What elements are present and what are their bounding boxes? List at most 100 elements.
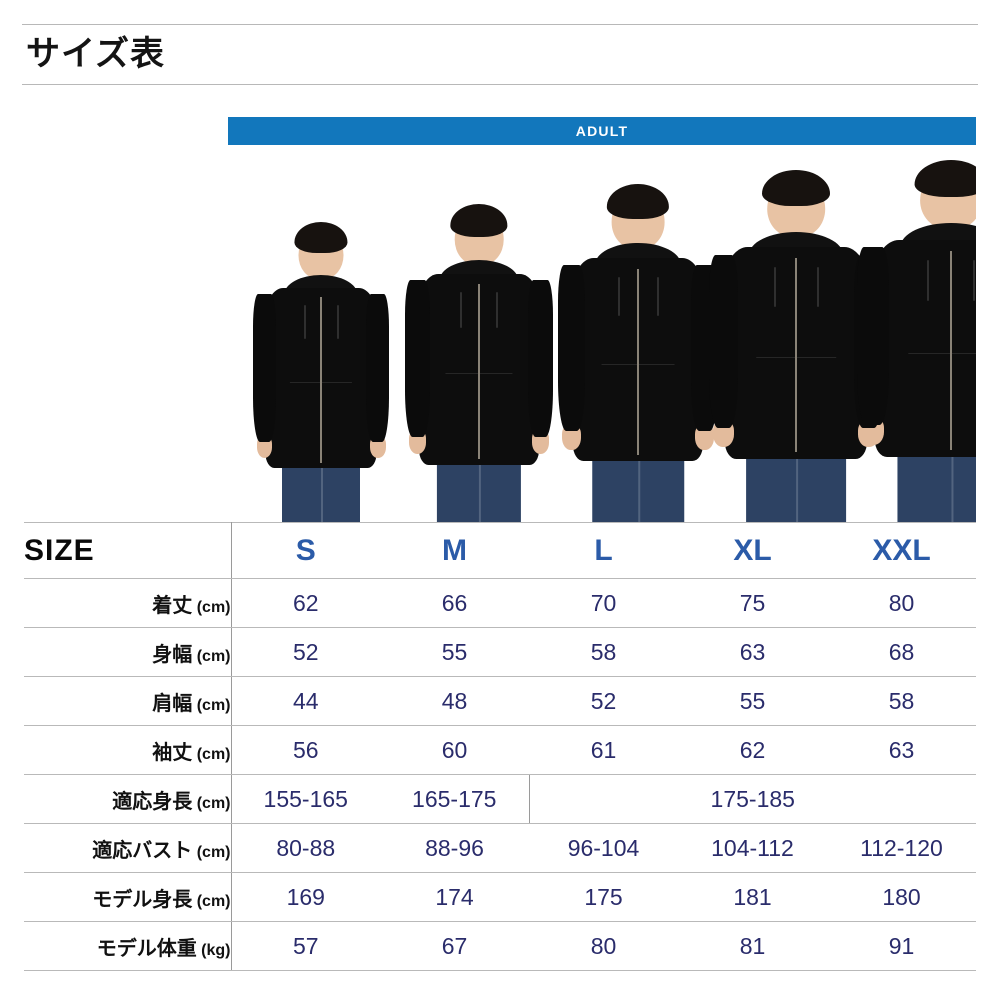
table-cell: 55 (380, 627, 529, 677)
row-label: 適応身長 (cm) (24, 774, 232, 824)
model-sleeve-left (405, 280, 431, 437)
row-label: モデル体重 (kg) (24, 921, 232, 971)
table-cell: 80 (529, 921, 678, 971)
table-cell: 48 (380, 676, 529, 726)
model-hoodie (874, 239, 976, 457)
model-drawstring-right (337, 304, 340, 339)
model-jeans (282, 459, 360, 522)
model-hair (450, 204, 508, 237)
page-title: サイズ表 (26, 35, 165, 73)
table-cell: 58 (827, 676, 976, 726)
model-hair (606, 184, 670, 219)
column-header-s: S (231, 522, 380, 579)
row-label: 適応バスト (cm) (24, 823, 232, 873)
table-cell: 175 (529, 872, 678, 922)
model-sleeve-left (252, 294, 276, 442)
model-drawstring-left (460, 291, 463, 329)
model-kangaroo-pocket (908, 352, 976, 401)
model-zipper (478, 283, 480, 459)
model-sleeve-right (366, 294, 390, 442)
model-photo-l (550, 184, 726, 522)
row-label: モデル身長 (cm) (24, 872, 232, 922)
model-drawstring-right (496, 291, 499, 329)
table-cell: 58 (529, 627, 678, 677)
table-cell: 155-165 (231, 774, 380, 824)
model-jeans (897, 446, 976, 522)
model-drawstring-left (303, 304, 306, 339)
model-jeans (746, 448, 846, 522)
table-cell: 180 (827, 872, 976, 922)
model-drawstring-right (816, 266, 819, 308)
table-cell: 175-185 (528, 774, 976, 824)
table-cell: 57 (231, 921, 380, 971)
model-drawstring-left (927, 259, 930, 302)
table-cell: 61 (529, 725, 678, 775)
row-label-unit: (cm) (192, 647, 231, 665)
row-label-unit: (cm) (192, 843, 231, 861)
table-cell: 81 (678, 921, 827, 971)
table-cell: 112-120 (827, 823, 976, 873)
model-photo-strip (228, 150, 976, 522)
model-sleeve-left (857, 246, 890, 425)
table-cell: 174 (380, 872, 529, 922)
table-cell: 181 (678, 872, 827, 922)
table-row: 袖丈 (cm) 56 60 61 62 63 (24, 725, 976, 775)
row-label: 袖丈 (cm) (24, 725, 232, 775)
row-label-unit: (kg) (196, 941, 231, 959)
table-cell: 169 (231, 872, 380, 922)
row-label-unit: (cm) (192, 696, 231, 714)
model-zipper (950, 250, 952, 451)
column-header-xxl: XXL (827, 522, 976, 579)
row-label-unit: (cm) (192, 892, 231, 910)
model-sleeve-right (527, 280, 553, 437)
table-row: 適応身長 (cm) 155-165 165-175 175-185 (24, 774, 976, 824)
row-label-text: 適応身長 (112, 790, 193, 813)
table-cell: 91 (827, 921, 976, 971)
model-photo-xl (700, 170, 892, 522)
table-cell: 165-175 (380, 774, 529, 824)
table-cell: 67 (380, 921, 529, 971)
row-label: 肩幅 (cm) (24, 676, 232, 726)
row-label-text: 着丈 (152, 594, 193, 617)
table-body: 着丈 (cm) 62 66 70 75 80 身幅 (cm) 52 55 58 63 68 肩幅 (cm… (24, 578, 976, 971)
row-label-text: 適応バスト (92, 839, 193, 862)
row-label-text: 袖丈 (152, 741, 193, 764)
table-row: 肩幅 (cm) 44 48 52 55 58 (24, 676, 976, 726)
table-row: 着丈 (cm) 62 66 70 75 80 (24, 578, 976, 628)
row-label-text: 肩幅 (152, 692, 193, 715)
model-drawstring-right (656, 277, 659, 316)
table-cell: 75 (678, 578, 827, 628)
table-cell: 70 (529, 578, 678, 628)
title-rule-top (22, 24, 978, 25)
table-cell: 80-88 (231, 823, 380, 873)
adult-section-banner: ADULT (228, 117, 976, 145)
model-sleeve-left (708, 254, 739, 428)
table-header-row: SIZE S M L XL XXL (24, 522, 976, 579)
model-jeans (592, 451, 684, 522)
table-row: モデル身長 (cm) 169 174 175 181 180 (24, 872, 976, 922)
title-rule-bottom (22, 84, 978, 85)
column-header-xl: XL (678, 522, 827, 579)
row-label: 身幅 (cm) (24, 627, 232, 677)
row-label-text: モデル体重 (96, 937, 197, 960)
table-row: モデル体重 (kg) 57 67 80 81 91 (24, 921, 976, 971)
model-zipper (637, 268, 639, 456)
table-cell: 63 (827, 725, 976, 775)
table-cell: 80 (827, 578, 976, 628)
model-hair (762, 170, 830, 206)
adult-banner-label: ADULT (575, 123, 629, 139)
table-cell: 55 (678, 676, 827, 726)
row-label: 着丈 (cm) (24, 578, 232, 628)
table-cell: 62 (678, 725, 827, 775)
row-label-unit: (cm) (192, 745, 231, 763)
model-photo-s (246, 222, 396, 522)
row-label-unit: (cm) (192, 794, 231, 812)
table-cell: 52 (231, 627, 380, 677)
table-row: 身幅 (cm) 52 55 58 63 68 (24, 627, 976, 677)
row-label-text: モデル身長 (92, 888, 193, 911)
row-label-text: 身幅 (152, 643, 193, 666)
model-hair (914, 160, 976, 197)
model-drawstring-left (774, 266, 776, 308)
table-cell: 68 (827, 627, 976, 677)
model-drawstring-left (617, 277, 620, 316)
